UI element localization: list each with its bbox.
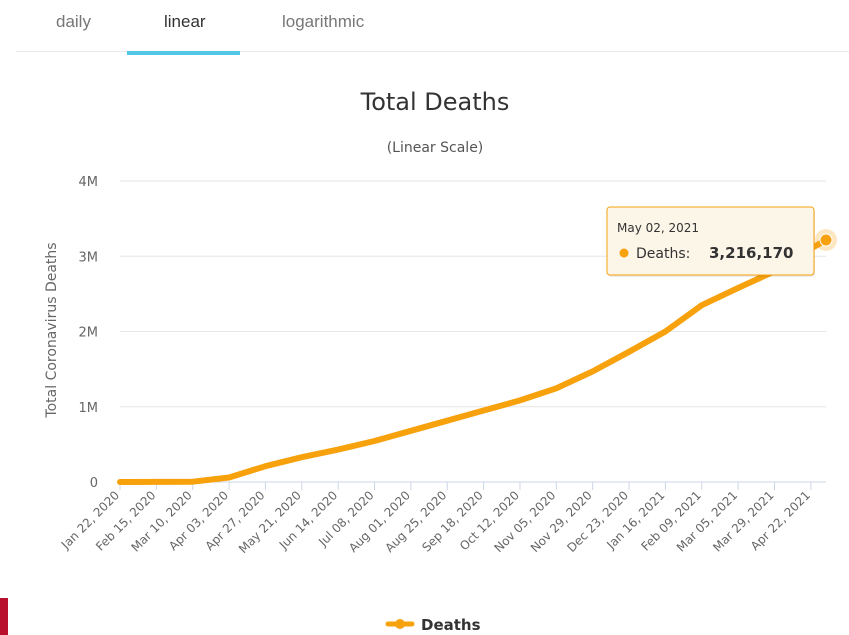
- y-tick-label: 4M: [79, 175, 99, 190]
- series-line-deaths: [117, 237, 829, 485]
- tab-linear[interactable]: linear: [164, 12, 206, 31]
- y-axis-title: Total Coronavirus Deaths: [44, 242, 60, 418]
- chart-subtitle: (Linear Scale): [387, 140, 484, 156]
- legend-marker-deaths: [395, 619, 405, 629]
- side-accent-bar: [0, 598, 8, 635]
- tooltip-value: 3,216,170: [709, 244, 793, 262]
- y-tick-label: 1M: [79, 401, 99, 416]
- tooltip-series-marker: [619, 248, 629, 258]
- y-tick-label: 0: [90, 476, 98, 491]
- hover-point: [819, 233, 833, 247]
- tabs-divider: [16, 51, 849, 52]
- tooltip-date: May 02, 2021: [617, 221, 699, 235]
- y-tick-label: 2M: [79, 326, 99, 341]
- legend-label-deaths: Deaths: [421, 616, 481, 634]
- tooltip-box: [606, 206, 815, 276]
- chart-title: Total Deaths: [360, 88, 510, 116]
- tab-daily[interactable]: daily: [56, 12, 91, 31]
- tooltip-series-label: Deaths:: [636, 246, 690, 262]
- scale-tabs: daily linear logarithmic: [0, 0, 849, 55]
- active-tab-indicator: [127, 51, 240, 55]
- y-tick-label: 3M: [79, 250, 99, 265]
- tab-logarithmic[interactable]: logarithmic: [282, 12, 365, 31]
